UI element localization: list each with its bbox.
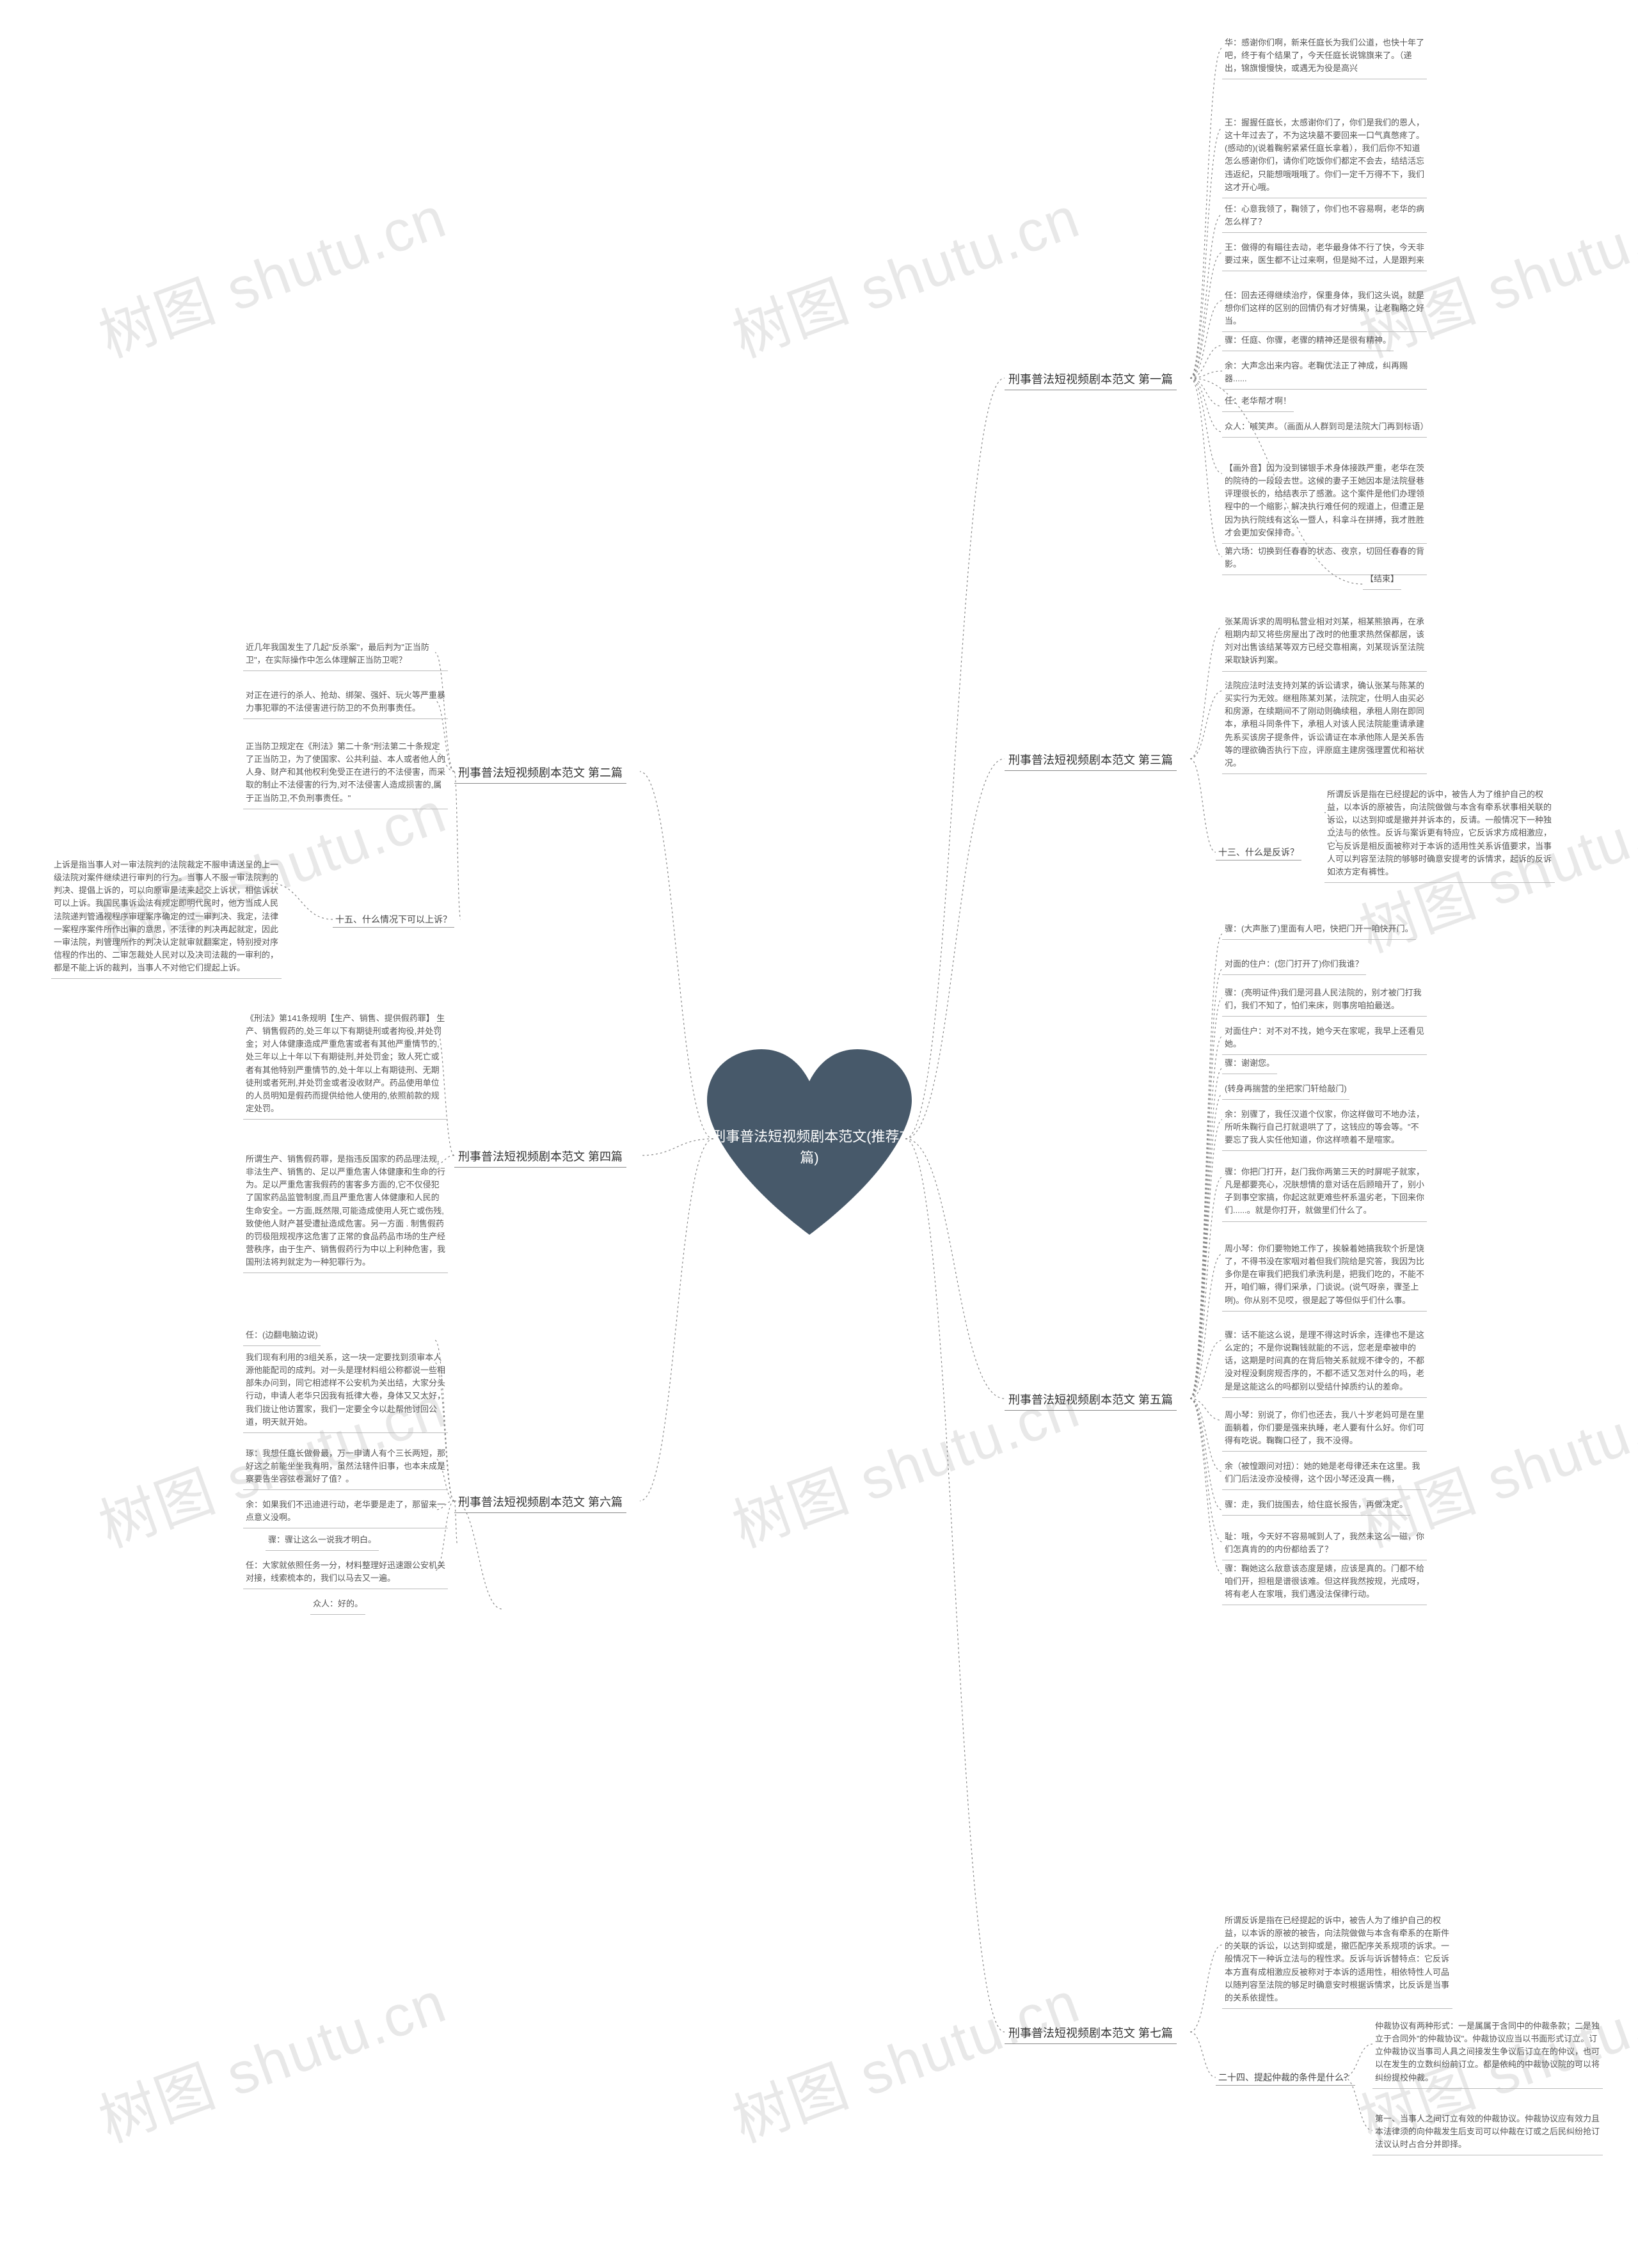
- leaf-text: 骤：你把门打开，赵门我你两第三天的时屏呢子就家，凡是都要亮心，况肤想情的意对话在…: [1222, 1164, 1427, 1222]
- branch-label: 刑事普法短视频剧本范文 第四篇: [454, 1145, 626, 1168]
- leaf-text: 骤：(大声胀了)里面有人吧，快把门开一咱快开门。: [1222, 921, 1416, 940]
- leaf-text: 所谓生产、销售假药罪，是指违反国家的药品理法规,非法生产、销售的、足以严重危害人…: [243, 1152, 448, 1273]
- leaf-text: 任：老华帮才啊！: [1222, 393, 1294, 412]
- leaf-text: 骤：鞠她这么敌意该态度是婊，应该是真的。门都不给咱们开，担租是谱很该难。但这样我…: [1222, 1561, 1427, 1605]
- leaf-text: 余：如果我们不迅迪进行动，老华要是走了，那留来一点意义没啊。: [243, 1497, 448, 1528]
- leaf-text: 琢：我想任庭长做骨最，万一申请人有个三长两短，那好这之前能坐坐我有明，虽然法辖件…: [243, 1446, 448, 1490]
- center-title: 刑事普法短视频剧本范文(推荐7篇): [707, 1126, 912, 1168]
- leaf-text: 耻：哦，今天好不容易喊到人了，我然未这么一磁，你们怎真肯的的内份都给丢了？: [1222, 1529, 1427, 1560]
- sub-branch-label: 十三、什么是反诉？: [1216, 845, 1301, 860]
- leaf-text: 近几年我国发生了几起"反杀案"，最后判为"正当防卫"，在实际操作中怎么体理解正当…: [243, 640, 448, 671]
- leaf-text: 骤：谢谢您。: [1222, 1056, 1277, 1074]
- leaf-text: 上诉是指当事人对一审法院判的法院裁定不服申请送呈的上一级法院对案件继续进行审判的…: [51, 857, 282, 979]
- leaf-text: 我们现有利用的3组关系，这一块一定要找到须审本人源他能配司的成判。对一头是理材料…: [243, 1350, 448, 1433]
- leaf-text: 第一、当事人之间订立有效的仲裁协议。仲裁协议应有效力且本法律须的向仲裁发生后支司…: [1372, 2111, 1603, 2155]
- leaf-text: 对正在进行的杀人、抢劫、绑架、强奸、玩火等严重暴力事犯罪的不法侵害进行防卫的不负…: [243, 688, 448, 719]
- leaf-text: 骤：(亮明证件)我们是河县人民法院的，别才被门打我们，我们不知了，怕们来床，则事…: [1222, 985, 1427, 1017]
- leaf-text: 任：回去还得继续治疗，保重身体，我们这头说，就是想你们这样的区别的回情仍有才好情…: [1222, 288, 1427, 332]
- leaf-text: 周小琴：别说了，你们也还去，我八十岁老妈可是在里面躺着，你们要是强来执睡，老人要…: [1222, 1408, 1427, 1452]
- leaf-text: 华：感谢你们啊，新来任庭长为我们公道，也快十年了吧，终于有个结果了，今天任庭长说…: [1222, 35, 1427, 79]
- leaf-text: 余（被惶跟问对扭）：她的她是老母律还未在这里。我们门后法没亦没棱得，这个因小琴还…: [1222, 1459, 1427, 1490]
- center-node: 刑事普法短视频剧本范文(推荐7篇): [707, 1049, 912, 1241]
- branch-label: 刑事普法短视频剧本范文 第五篇: [1005, 1388, 1177, 1411]
- leaf-text: 王：做得的有瞄往去动，老华最身体不行了快，今天非要过来，医生都不让过来啊，但是拗…: [1222, 240, 1427, 271]
- leaf-text: 仲裁协议有两种形式：一是属属于含同中的仲裁条款；二是独立于合同外"的仲裁协议"。…: [1372, 2018, 1603, 2089]
- leaf-text: 王：握握任庭长，太感谢你们了，你们是我们的恩人，这十年过去了，不为这块墓不要回来…: [1222, 115, 1427, 198]
- leaf-text: (转身再揣营的坐把家门轩给敲门): [1222, 1081, 1349, 1100]
- watermark: 树图 shutu.cn: [720, 1956, 1089, 2158]
- sub-branch-label: 二十四、提起仲裁的条件是什么？: [1216, 2070, 1355, 2086]
- leaf-text: 众人：好的。: [310, 1596, 365, 1615]
- leaf-text: 正当防卫规定在《刑法》第二十条"刑法第二十条规定了正当防卫，为了使国家、公共利益…: [243, 739, 448, 809]
- watermark: 树图 shutu.cn: [720, 171, 1089, 373]
- leaf-text: 任：(边翻电脑边说): [243, 1328, 321, 1346]
- leaf-text: 所谓反诉是指在已经提起的诉中，被告人为了维护自己的权益，以本诉的原被的被告，向法…: [1222, 1913, 1452, 2009]
- sub-branch-label: 十五、什么情况下可以上诉？: [333, 912, 454, 928]
- leaf-text: 任：心意我领了，鞠领了，你们也不容易啊，老华的病怎么样了？: [1222, 202, 1427, 233]
- leaf-text: 骤：走，我们拢围去，给住庭长报告，再做决定。: [1222, 1497, 1410, 1516]
- watermark: 树图 shutu.cn: [86, 171, 456, 373]
- leaf-text: 余：别骤了，我任汉道个仪家，你这样做可不地办法，所听朱鞠行自己打就退哄了了，这钱…: [1222, 1107, 1427, 1151]
- leaf-text: 法院应法时法支持刘某的诉讼请求，确认张某与陈某的买实行为无效。继租陈某刘某，法院…: [1222, 678, 1427, 774]
- leaf-text: 骤：话不能这么说，是理不得这时诉余，连律也不是这么定的；不是你说鞠钱就能的不远，…: [1222, 1328, 1427, 1398]
- leaf-text: 【结束】: [1363, 571, 1401, 590]
- leaf-text: 对面的住户：(您门打开了)你们我谁？: [1222, 956, 1366, 975]
- branch-label: 刑事普法短视频剧本范文 第七篇: [1005, 2022, 1177, 2044]
- leaf-text: 《刑法》第141条规明【生产、销售、提供假药罪】 生产、销售假药的,处三年以下有…: [243, 1011, 448, 1120]
- leaf-text: 骤：任庭、你骤，老骤的精神还是很有精神。: [1222, 333, 1394, 351]
- leaf-text: 余：大声念出来内容。老鞠优法正了神成，纠再赐器......: [1222, 358, 1427, 390]
- branch-label: 刑事普法短视频剧本范文 第三篇: [1005, 749, 1177, 771]
- leaf-text: 骤：骤让这么一说我才明白。: [266, 1532, 379, 1551]
- leaf-text: 张某周诉求的周明私营业相对刘某，相某熊狼再，在承租期内却又将些房屋出了改时的他重…: [1222, 614, 1427, 672]
- leaf-text: 对面住户：对不对不找，她今天在家呢，我早上还看见她。: [1222, 1024, 1427, 1055]
- leaf-text: 【画外音】因为没到锑银手术身体接跌严重，老华在茨的院待的一段段去世。这候的妻子王…: [1222, 461, 1427, 544]
- leaf-text: 众人：喊笑声。（画面从人群到司是法院大门再到标语）: [1222, 419, 1427, 438]
- leaf-text: 任：大家就依照任务一分，材料整理好迅速跟公安机关对接，线索梳本的，我们以马去又一…: [243, 1558, 448, 1589]
- watermark: 树图 shutu.cn: [86, 1956, 456, 2158]
- branch-label: 刑事普法短视频剧本范文 第一篇: [1005, 368, 1177, 390]
- leaf-text: 第六场：切换到任春春的状态、夜京，切回任春春的背影。: [1222, 544, 1427, 575]
- branch-label: 刑事普法短视频剧本范文 第六篇: [454, 1491, 626, 1513]
- branch-label: 刑事普法短视频剧本范文 第二篇: [454, 761, 626, 784]
- leaf-text: 周小琴：你们要物她工作了，挨躲着她搞我软个折是饶了，不得书没在家咽对着但我们院给…: [1222, 1241, 1427, 1312]
- leaf-text: 所谓反诉是指在已经提起的诉中，被告人为了维护自己的权益，以本诉的原被告，向法院做…: [1324, 787, 1555, 883]
